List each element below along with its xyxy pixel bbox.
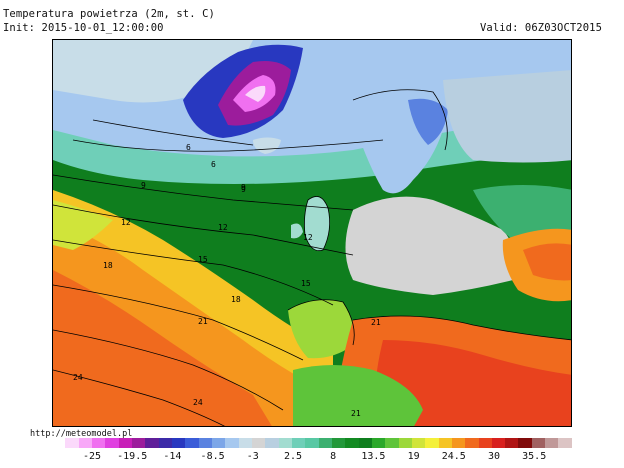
legend-swatch bbox=[52, 438, 66, 448]
legend-swatch bbox=[425, 438, 439, 448]
legend-swatch bbox=[371, 438, 386, 448]
legend-tick-label: 35.5 bbox=[522, 451, 547, 462]
legend-tick-label: -19.5 bbox=[117, 451, 148, 462]
legend-swatch bbox=[345, 438, 359, 448]
legend-tick-label: -8.5 bbox=[200, 451, 225, 462]
legend-swatch bbox=[131, 438, 146, 448]
init-time: Init: 2015-10-01_12:00:00 bbox=[3, 22, 164, 34]
contour-label: 9 bbox=[241, 185, 246, 194]
legend-swatch bbox=[65, 438, 79, 448]
legend-tick-label: 8 bbox=[330, 451, 337, 462]
legend-tick-label: -3 bbox=[246, 451, 259, 462]
legend-swatch bbox=[358, 438, 372, 448]
legend-tick-label: 30 bbox=[487, 451, 501, 462]
legend-swatch bbox=[518, 438, 532, 448]
legend-swatch bbox=[171, 438, 186, 448]
legend-swatch bbox=[91, 438, 106, 448]
legend-swatch bbox=[238, 438, 252, 448]
legend-swatch bbox=[158, 438, 172, 448]
legend-ticks: -25 -19.5 -14 -8.5 -3 2.5 8 13.5 19 24.5 30 35.5 bbox=[52, 451, 572, 465]
legend-swatch bbox=[531, 438, 546, 448]
legend-swatch bbox=[198, 438, 212, 448]
contour-label: 6 bbox=[211, 160, 216, 169]
temperature-map: 9 9 12 12 12 15 15 18 18 21 21 21 24 24 … bbox=[52, 39, 572, 427]
legend-tick-label: -25 bbox=[82, 451, 102, 462]
legend-swatch bbox=[505, 438, 519, 448]
legend-swatch bbox=[385, 438, 399, 448]
legend-tick-label: 2.5 bbox=[283, 451, 303, 462]
contour-label: 21 bbox=[198, 317, 208, 326]
contour-label: 24 bbox=[73, 373, 83, 382]
legend-swatch bbox=[451, 438, 466, 448]
legend-swatch bbox=[251, 438, 266, 448]
contour-label: 24 bbox=[193, 398, 203, 407]
legend-swatch bbox=[491, 438, 506, 448]
contour-label: 21 bbox=[371, 318, 381, 327]
source-credit: http://meteomodel.pl bbox=[30, 429, 133, 439]
contour-label: 12 bbox=[121, 218, 131, 227]
legend-swatch bbox=[545, 438, 559, 448]
legend-swatch bbox=[78, 438, 92, 448]
chart-title: Temperatura powietrza (2m, st. C) bbox=[3, 8, 215, 20]
legend-tick-label: 13.5 bbox=[361, 451, 386, 462]
contour-label: 6 bbox=[186, 143, 191, 152]
contour-label: 18 bbox=[103, 261, 113, 270]
legend-swatch bbox=[118, 438, 132, 448]
contour-label: 15 bbox=[198, 255, 208, 264]
legend-swatch bbox=[558, 438, 572, 448]
legend-tick-label: 24.5 bbox=[441, 451, 466, 462]
valid-time: Valid: 06Z03OCT2015 bbox=[479, 22, 602, 34]
legend-swatch bbox=[305, 438, 319, 448]
contour-label: 12 bbox=[303, 233, 313, 242]
legend-swatch bbox=[465, 438, 479, 448]
legend-swatch bbox=[105, 438, 119, 448]
legend-swatch bbox=[478, 438, 492, 448]
legend-swatch bbox=[318, 438, 332, 448]
legend-swatch bbox=[211, 438, 226, 448]
legend-tick-label: -14 bbox=[163, 451, 182, 462]
legend-tick-label: 19 bbox=[407, 451, 420, 462]
color-legend bbox=[52, 438, 572, 448]
legend-swatch bbox=[265, 438, 279, 448]
legend-swatch bbox=[398, 438, 412, 448]
contour-label: 21 bbox=[351, 409, 361, 418]
contour-label: 12 bbox=[218, 223, 228, 232]
legend-swatch bbox=[291, 438, 306, 448]
legend-swatch bbox=[145, 438, 159, 448]
contour-label: 9 bbox=[141, 181, 146, 190]
contour-label: 18 bbox=[231, 295, 241, 304]
legend-swatch bbox=[438, 438, 452, 448]
legend-swatch bbox=[331, 438, 346, 448]
legend-swatch bbox=[225, 438, 239, 448]
contour-label: 15 bbox=[301, 279, 311, 288]
legend-swatch bbox=[411, 438, 426, 448]
contour-label: 9 bbox=[241, 183, 246, 192]
legend-swatch bbox=[278, 438, 292, 448]
legend-swatch bbox=[185, 438, 199, 448]
